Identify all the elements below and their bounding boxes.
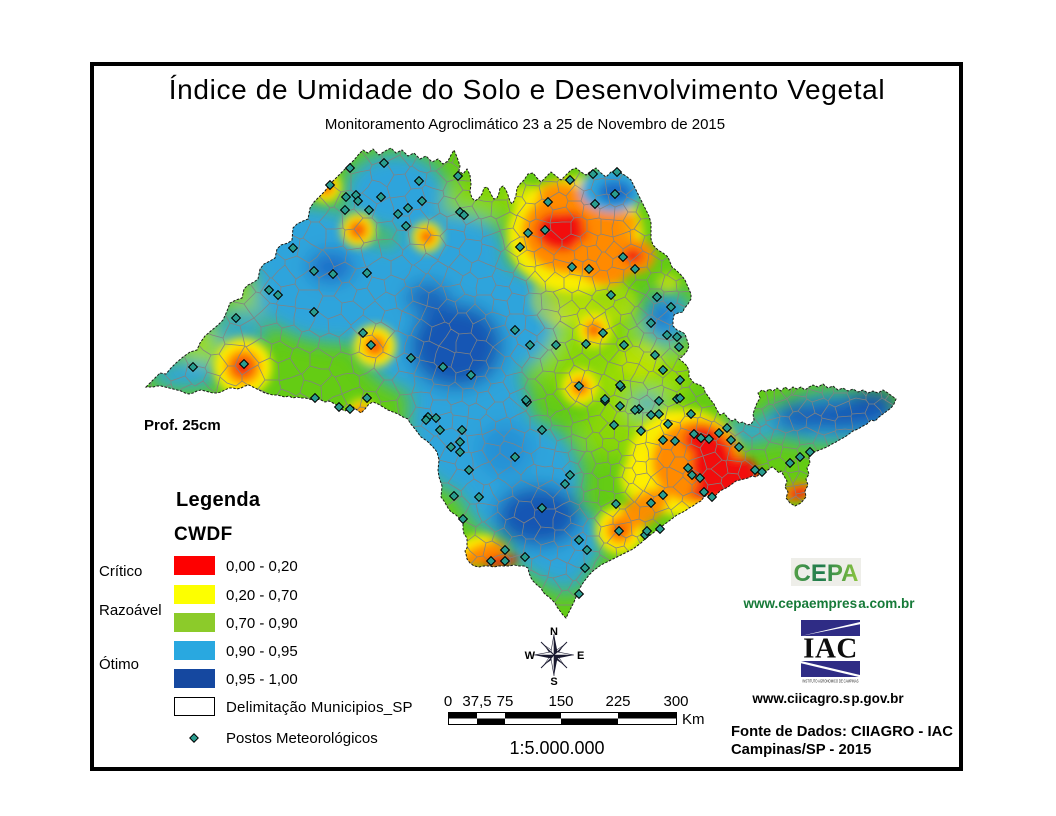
svg-text:IAC: IAC <box>803 633 858 665</box>
svg-text:CEPA: CEPA <box>794 560 859 586</box>
svg-text:INSTITUTO AGRONOMICO DE CAMPIN: INSTITUTO AGRONOMICO DE CAMPINAS <box>803 679 859 684</box>
